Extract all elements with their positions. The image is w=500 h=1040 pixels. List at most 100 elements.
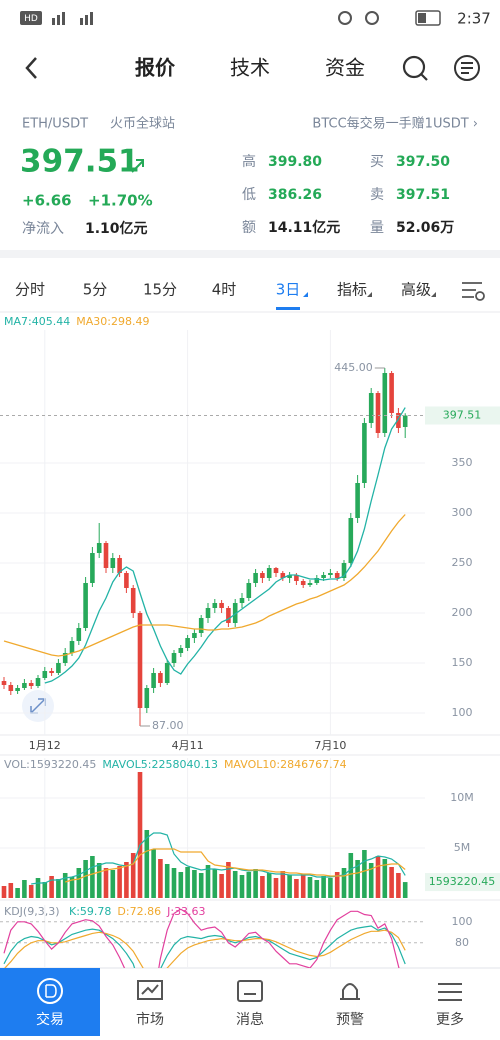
y-tick-label: 5M [454, 841, 471, 854]
search-button[interactable] [402, 55, 428, 81]
netflow-label: 净流入 [22, 221, 64, 237]
volume-bar [307, 877, 313, 898]
candle-body [22, 683, 27, 688]
volume-bar [178, 872, 184, 898]
period-tab-active[interactable]: 3日 [276, 281, 301, 299]
candle-body [362, 423, 367, 483]
badge: HD [24, 14, 38, 24]
nav-item[interactable]: 预警 [336, 1012, 364, 1028]
candle-body [117, 558, 122, 573]
candle-body [287, 575, 292, 578]
line [3, 908, 400, 968]
volume-bar [130, 853, 136, 898]
tab-tech[interactable]: 技术 [230, 56, 270, 80]
volume-bar [151, 849, 156, 898]
volume-bar [287, 875, 292, 898]
line [3, 514, 406, 657]
line [31, 832, 406, 885]
volume-bar [226, 862, 231, 898]
period-tab[interactable]: 指标 [337, 281, 367, 299]
volume-bar [212, 869, 218, 898]
pair: ETH/USDT [22, 117, 88, 132]
y-tick-label: 10M [450, 791, 474, 804]
candle-body [28, 683, 34, 686]
candle-body [219, 603, 224, 608]
plot [3, 908, 406, 968]
legend-title: KDJ(9,3,3) [4, 905, 63, 918]
netflow: 1.10亿元 [85, 220, 148, 237]
candle-body [321, 575, 326, 578]
y-tick-label: 100 [452, 915, 473, 928]
annotation: 445.00 [334, 361, 373, 374]
candle-body [348, 518, 354, 563]
volume-bar [273, 878, 279, 898]
annotation: 87.00 [152, 719, 184, 732]
period-tab[interactable]: 分时 [15, 281, 45, 299]
up-arrow [131, 159, 144, 173]
nav-item[interactable]: 更多 [436, 1011, 464, 1028]
nav-item[interactable]: 市场 [136, 1011, 164, 1028]
candle-body [307, 583, 313, 585]
stat-value: 52.06万 [396, 220, 454, 236]
status-icons [52, 10, 441, 26]
tab-fund[interactable]: 资金 [325, 56, 365, 80]
volume-bar [355, 860, 360, 898]
legend-name: D: [117, 905, 129, 918]
stat-label: 量 [370, 220, 384, 236]
volume-bar [35, 878, 41, 898]
change: +6.66 [22, 192, 72, 210]
y-tick-label: 300 [452, 506, 473, 519]
volume-bar [56, 879, 61, 898]
volume-bar [260, 876, 265, 898]
tab-underline [276, 307, 300, 310]
volume-bar [185, 867, 190, 898]
period-tab[interactable]: 15分 [143, 281, 177, 299]
menu-button[interactable] [454, 55, 480, 81]
legend-value: 33.63 [174, 905, 206, 918]
volume-bar [42, 882, 48, 898]
settings-button[interactable] [462, 282, 485, 301]
clock: 2:37 [457, 10, 491, 28]
candle-body [124, 573, 129, 588]
candle-body [253, 573, 258, 583]
stat-label: 卖 [370, 187, 384, 203]
change-pct: +1.70% [88, 192, 153, 210]
nav-item[interactable]: 交易 [36, 1011, 64, 1028]
candle-body [389, 373, 394, 413]
candle-body [103, 543, 109, 568]
volume-bar [90, 856, 95, 898]
candle-body [300, 581, 306, 585]
candle-body [15, 688, 20, 691]
candle-body [130, 588, 136, 613]
promo[interactable]: BTCC每交易一手赠1USDT › [312, 116, 478, 132]
expand-button[interactable] [22, 690, 54, 722]
candle-body [164, 663, 170, 683]
candle-body [178, 648, 184, 653]
volume-bar [69, 877, 75, 898]
volume-bar [198, 873, 204, 898]
x-tick-label: 1月12 [29, 739, 61, 752]
period-tab[interactable]: 高级 [401, 281, 431, 299]
volume-bar [321, 876, 326, 898]
stat-label: 低 [242, 187, 256, 203]
candle-body [328, 573, 333, 575]
price: 397.51 [20, 144, 140, 180]
nav-item[interactable]: 消息 [236, 1011, 264, 1028]
stat-value: 399.80 [268, 154, 322, 170]
volume-bar [396, 873, 401, 898]
x-tick-label: 4月11 [172, 739, 204, 752]
candle-body [382, 373, 388, 433]
tab-quote[interactable]: 报价 [135, 56, 176, 80]
volume-bar [294, 879, 299, 898]
period-tab[interactable]: 4时 [212, 281, 237, 299]
legend: KDJ(9,3,3) K:59.78 D:72.86 J:33.63 [4, 905, 206, 918]
back-button[interactable] [25, 57, 37, 79]
candle-body [137, 613, 143, 708]
candle-body [334, 573, 340, 578]
volume-bar [124, 862, 129, 898]
legend-value: 2258040.13 [151, 758, 217, 771]
legend-name: K: [69, 905, 80, 918]
period-tab[interactable]: 5分 [83, 281, 108, 299]
candle-body [375, 393, 381, 433]
candle-body [368, 393, 374, 423]
